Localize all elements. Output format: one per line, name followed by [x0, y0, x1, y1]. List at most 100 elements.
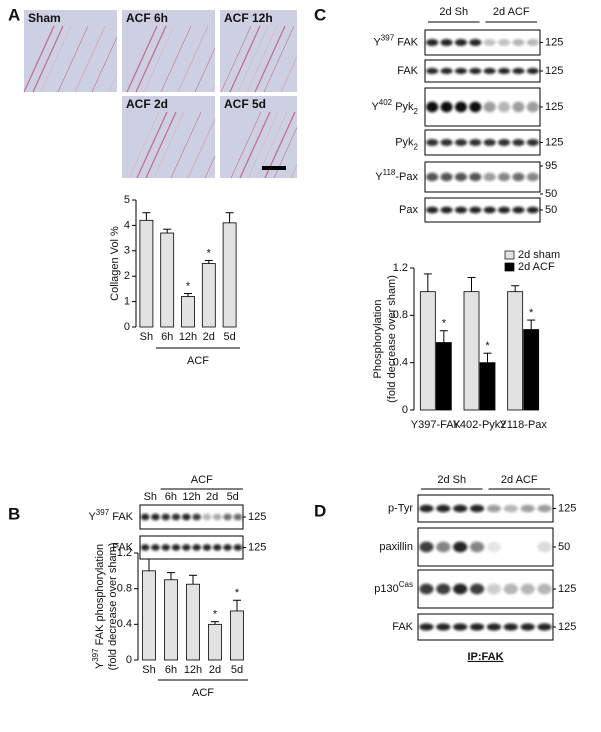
band: [512, 172, 525, 182]
collagen-streak: [160, 25, 192, 93]
collagen-streak: [91, 36, 118, 93]
band: [469, 139, 482, 146]
legend-label: 2d ACF: [518, 261, 555, 273]
band: [436, 504, 451, 513]
band: [454, 101, 467, 113]
band: [498, 39, 511, 46]
y-tick-label: 0.8: [393, 309, 408, 321]
band: [469, 39, 482, 46]
bar: [230, 610, 244, 661]
collagen-streak: [239, 111, 271, 179]
band: [454, 67, 467, 75]
collagen-streak: [23, 25, 55, 93]
panel-label: C: [314, 5, 326, 24]
text-part: Y: [373, 36, 381, 48]
band: [483, 139, 496, 146]
band: [426, 39, 439, 46]
collagen-streak: [74, 25, 106, 93]
band: [454, 39, 467, 46]
panel-label: A: [8, 5, 20, 24]
band: [440, 101, 453, 113]
group-label: ACF: [187, 355, 209, 367]
mw-label: 50: [545, 188, 557, 200]
band: [440, 139, 453, 146]
lane-label: 5d: [227, 491, 239, 503]
micrograph: [220, 10, 297, 92]
text-part: FAK: [112, 541, 133, 553]
band: [440, 39, 453, 46]
band: [512, 67, 525, 75]
band: [453, 541, 468, 553]
micrograph: [122, 96, 215, 178]
text-part: 2: [414, 107, 419, 116]
significance: *: [207, 247, 212, 259]
significance: *: [213, 609, 218, 621]
band: [233, 513, 243, 521]
bar: [463, 291, 480, 411]
bar: [507, 291, 524, 411]
text-part: Y: [88, 511, 96, 523]
band: [512, 206, 525, 214]
text-part: 402: [379, 98, 393, 107]
micrograph-label: Sham: [28, 11, 61, 25]
mw-label: 125: [545, 136, 563, 148]
band: [192, 544, 201, 551]
band: [537, 504, 552, 513]
micrograph-label: ACF 12h: [224, 11, 273, 25]
band: [453, 583, 468, 595]
y-tick-label: 0: [124, 321, 130, 333]
band: [212, 513, 222, 521]
band: [469, 623, 485, 631]
collagen-streak: [126, 25, 158, 93]
band: [436, 623, 451, 631]
y-axis-label: Y397 FAK phosphorylation: [91, 544, 106, 669]
y-tick-label: 1: [124, 296, 130, 308]
band: [151, 544, 160, 551]
text-part: FAK phosphorylation: [94, 544, 106, 649]
bar: [523, 329, 540, 411]
band: [426, 139, 439, 146]
band: [454, 172, 467, 182]
blot-label: Pax: [399, 204, 418, 216]
band: [426, 101, 439, 113]
micrograph: [122, 10, 215, 92]
collagen-streak: [290, 164, 298, 179]
band: [436, 541, 451, 553]
band: [419, 504, 434, 513]
group-label: ACF: [192, 687, 214, 699]
band: [520, 504, 535, 513]
blot-label: Y118-Pax: [375, 168, 418, 183]
band: [526, 206, 539, 214]
text-part: -Pax: [395, 171, 418, 183]
band: [469, 541, 485, 553]
collagen-streak: [211, 85, 216, 93]
x-tick-label: 5d: [231, 664, 243, 676]
bar: [435, 342, 452, 411]
band: [469, 583, 485, 595]
panel-label: B: [8, 504, 20, 523]
band: [192, 513, 201, 521]
text-part: 2: [414, 142, 419, 151]
band: [182, 513, 191, 521]
text-part: FAK: [394, 36, 419, 48]
band: [486, 541, 502, 553]
blot-label: paxillin: [379, 541, 413, 553]
group-label: 2d Sh: [439, 6, 468, 18]
y-tick-label: 2: [124, 270, 130, 282]
panel-label: D: [314, 501, 326, 520]
mw-label: 125: [545, 36, 563, 48]
legend-swatch: [504, 250, 515, 260]
collagen-streak: [237, 25, 269, 93]
y-tick-label: 4: [124, 219, 130, 231]
blot-label: Y402 Pyk2: [371, 98, 418, 116]
band: [526, 39, 539, 46]
x-tick-label: Sh: [142, 664, 155, 676]
collagen-streak: [128, 111, 160, 179]
text-part: FAK: [109, 511, 134, 523]
band: [483, 172, 496, 182]
collagen-streak: [32, 25, 64, 93]
blot-label: FAK: [112, 541, 133, 553]
band: [469, 504, 485, 513]
band: [520, 623, 535, 631]
